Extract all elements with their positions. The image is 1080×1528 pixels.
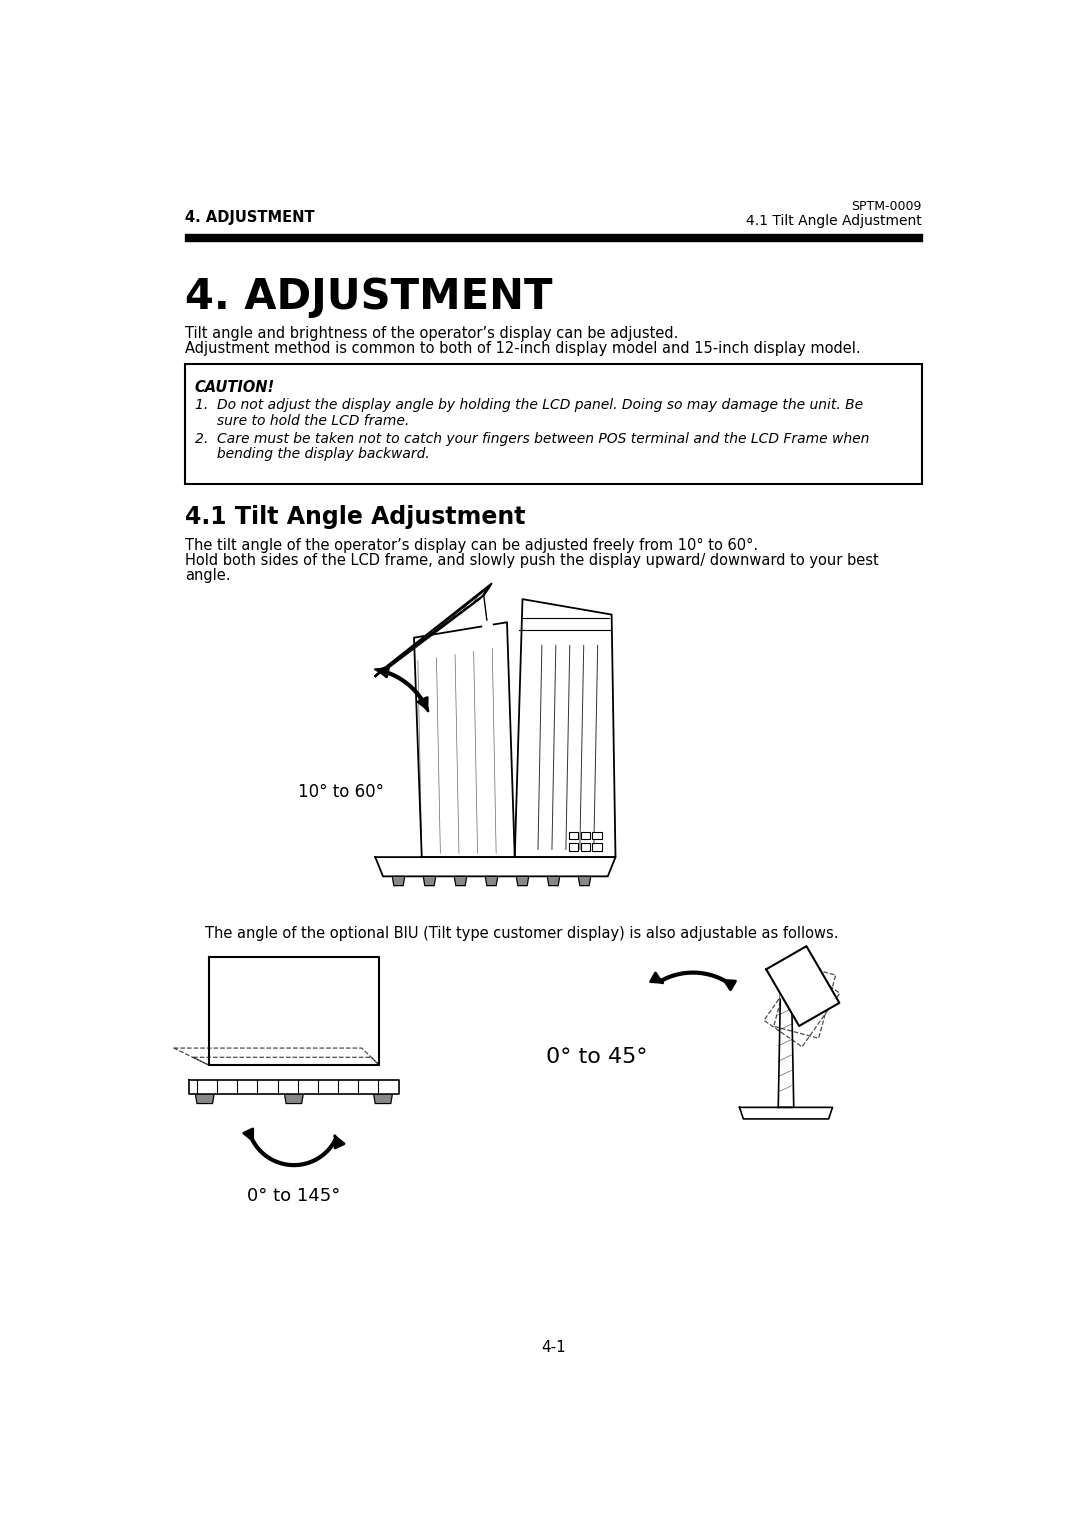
Polygon shape <box>195 1094 214 1103</box>
Circle shape <box>483 622 492 631</box>
Text: sure to hold the LCD frame.: sure to hold the LCD frame. <box>194 414 409 428</box>
Ellipse shape <box>239 976 349 1047</box>
Circle shape <box>781 990 792 1001</box>
Text: 1.  Do not adjust the display angle by holding the LCD panel. Doing so may damag: 1. Do not adjust the display angle by ho… <box>194 399 863 413</box>
Text: 0° to 45°: 0° to 45° <box>545 1047 647 1068</box>
Polygon shape <box>375 857 616 877</box>
Polygon shape <box>374 1094 392 1103</box>
Bar <box>186 364 921 484</box>
Text: Adjustment method is common to both of 12-inch display model and 15-inch display: Adjustment method is common to both of 1… <box>186 341 861 356</box>
Bar <box>569 831 578 839</box>
Polygon shape <box>485 877 498 886</box>
Polygon shape <box>548 877 559 886</box>
Polygon shape <box>740 1108 833 1118</box>
Bar <box>569 843 578 851</box>
Text: Hold both sides of the LCD frame, and slowly push the display upward/ downward t: Hold both sides of the LCD frame, and sl… <box>186 553 879 568</box>
Text: SPTM-0009: SPTM-0009 <box>851 200 921 214</box>
Bar <box>581 831 590 839</box>
Polygon shape <box>455 877 467 886</box>
Bar <box>186 234 921 241</box>
Text: 0° to 145°: 0° to 145° <box>247 1187 340 1204</box>
Text: 4.1 Tilt Angle Adjustment: 4.1 Tilt Angle Adjustment <box>746 214 921 228</box>
Polygon shape <box>423 877 435 886</box>
Polygon shape <box>189 1080 399 1094</box>
Text: bending the display backward.: bending the display backward. <box>194 448 430 461</box>
Polygon shape <box>516 877 529 886</box>
Text: 4. ADJUSTMENT: 4. ADJUSTMENT <box>186 275 553 318</box>
Polygon shape <box>414 622 515 857</box>
Polygon shape <box>392 877 405 886</box>
Text: The angle of the optional BIU (Tilt type customer display) is also adjustable as: The angle of the optional BIU (Tilt type… <box>205 926 838 941</box>
Polygon shape <box>375 584 491 677</box>
Text: angle.: angle. <box>186 568 231 584</box>
Text: 4-1: 4-1 <box>541 1340 566 1355</box>
Text: Tilt angle and brightness of the operator’s display can be adjusted.: Tilt angle and brightness of the operato… <box>186 325 678 341</box>
Bar <box>581 843 590 851</box>
Bar <box>592 843 602 851</box>
Text: 4.1 Tilt Angle Adjustment: 4.1 Tilt Angle Adjustment <box>186 506 526 529</box>
Text: CAUTION!: CAUTION! <box>194 380 274 394</box>
Bar <box>592 831 602 839</box>
Text: 2.  Care must be taken not to catch your fingers between POS terminal and the LC: 2. Care must be taken not to catch your … <box>194 432 869 446</box>
Text: 4. ADJUSTMENT: 4. ADJUSTMENT <box>186 211 315 225</box>
Polygon shape <box>284 1094 303 1103</box>
Text: The tilt angle of the operator’s display can be adjusted freely from 10° to 60°.: The tilt angle of the operator’s display… <box>186 538 758 553</box>
Polygon shape <box>578 877 591 886</box>
Polygon shape <box>208 957 379 1065</box>
Polygon shape <box>779 984 794 1108</box>
Text: 10° to 60°: 10° to 60° <box>298 782 383 801</box>
Polygon shape <box>766 946 839 1025</box>
Polygon shape <box>515 599 616 857</box>
